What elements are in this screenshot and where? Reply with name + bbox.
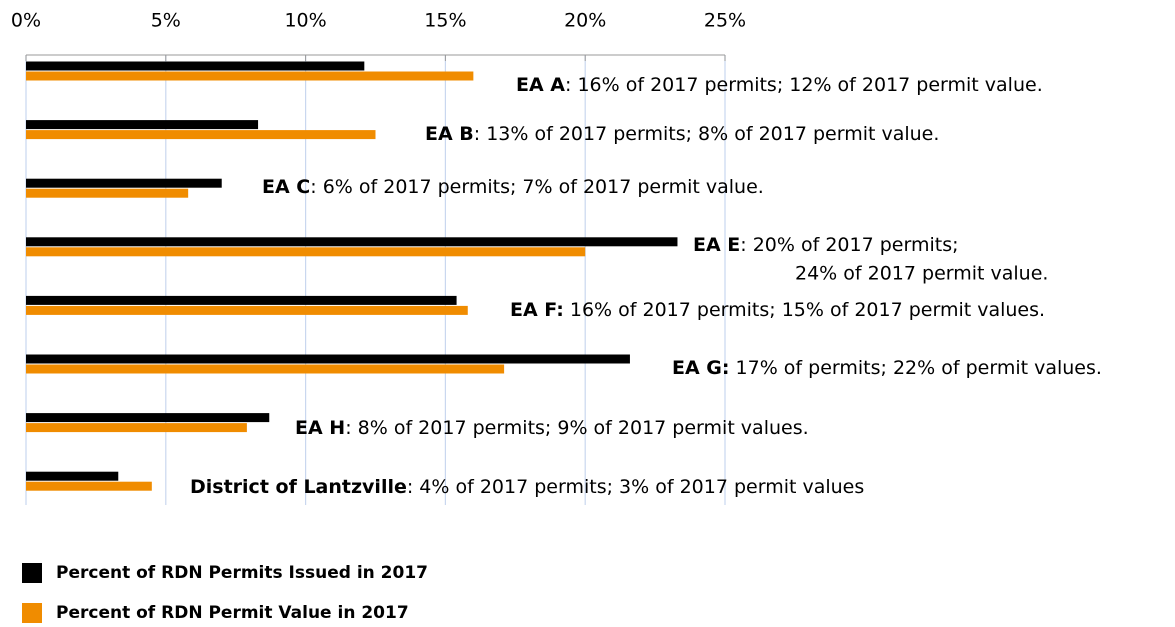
annotation: EA A: 16% of 2017 permits; 12% of 2017 p…	[516, 74, 1043, 96]
annotation: EA C: 6% of 2017 permits; 7% of 2017 per…	[262, 176, 764, 198]
annotation: EA B: 13% of 2017 permits; 8% of 2017 pe…	[425, 123, 939, 145]
annotation-text: : 4% of 2017 permits; 3% of 2017 permit …	[407, 476, 864, 498]
category-label: EA H	[295, 417, 345, 439]
x-tick-label: 20%	[564, 10, 606, 32]
annotation: District of Lantzville: 4% of 2017 permi…	[190, 476, 864, 498]
annotation: EA G: 17% of permits; 22% of permit valu…	[672, 357, 1102, 379]
bar	[26, 130, 376, 140]
bar	[26, 71, 474, 81]
category-label: EA G:	[672, 357, 730, 379]
category-label: EA F:	[510, 299, 564, 321]
bar	[26, 61, 365, 71]
category-label: EA C	[262, 176, 310, 198]
category-label: EA B	[425, 123, 474, 145]
bar	[26, 178, 222, 188]
category-label: EA A	[516, 74, 565, 96]
legend-swatch	[22, 603, 42, 623]
legend-label: Percent of RDN Permit Value in 2017	[56, 603, 409, 623]
category-label: EA E	[693, 234, 740, 256]
annotation-text: 16% of 2017 permits; 15% of 2017 permit …	[564, 299, 1045, 321]
annotation-text: 24% of 2017 permit value.	[795, 263, 1048, 285]
annotation: EA E: 20% of 2017 permits;	[693, 234, 959, 256]
annotation-text: : 8% of 2017 permits; 9% of 2017 permit …	[345, 417, 808, 439]
bar	[26, 413, 270, 423]
x-tick-label: 10%	[284, 10, 326, 32]
annotation-text: 17% of permits; 22% of permit values.	[730, 357, 1102, 379]
bar	[26, 305, 468, 315]
x-tick-label: 5%	[151, 10, 181, 32]
x-tick-label: 0%	[11, 10, 41, 32]
annotation-text: : 6% of 2017 permits; 7% of 2017 permit …	[310, 176, 764, 198]
category-label: District of Lantzville	[190, 476, 407, 498]
x-tick-label: 15%	[424, 10, 466, 32]
x-tick-label: 25%	[704, 10, 746, 32]
bar	[26, 295, 457, 305]
bar	[26, 471, 119, 481]
bar	[26, 120, 259, 130]
bar	[26, 237, 678, 247]
bar	[26, 354, 630, 364]
annotation-text: : 16% of 2017 permits; 12% of 2017 permi…	[565, 74, 1043, 96]
legend-label: Percent of RDN Permits Issued in 2017	[56, 563, 428, 583]
legend-swatch	[22, 563, 42, 583]
bar	[26, 423, 247, 433]
annotation: EA F: 16% of 2017 permits; 15% of 2017 p…	[510, 299, 1045, 321]
bar	[26, 188, 189, 198]
annotation-text: : 20% of 2017 permits;	[740, 234, 958, 256]
bar	[26, 247, 586, 257]
bar	[26, 481, 152, 491]
annotation-text: : 13% of 2017 permits; 8% of 2017 permit…	[474, 123, 940, 145]
bar	[26, 364, 505, 374]
annotation: EA H: 8% of 2017 permits; 9% of 2017 per…	[295, 417, 809, 439]
